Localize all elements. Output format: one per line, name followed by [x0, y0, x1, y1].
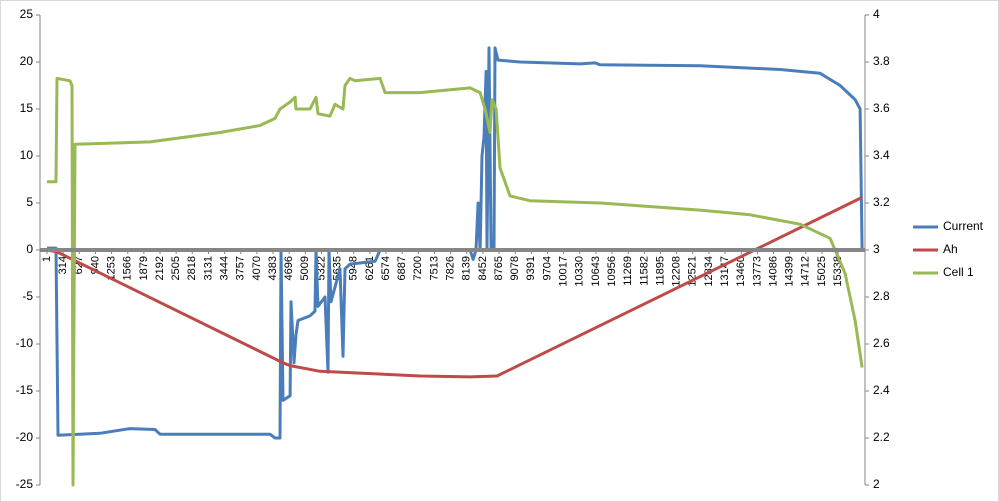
- y-tick-label: -5: [22, 289, 33, 303]
- y2-tick-label: 4: [873, 7, 880, 21]
- y-tick-label: -20: [16, 430, 34, 444]
- y-tick-label: -10: [16, 336, 34, 350]
- y-tick-label: 10: [20, 148, 34, 162]
- x-tick-label: 7826: [445, 256, 457, 280]
- x-tick-label: 12208: [671, 256, 683, 287]
- series-line: [47, 76, 864, 487]
- y2-tick-label: 3.8: [873, 54, 890, 68]
- x-tick-label: 5009: [299, 256, 311, 280]
- x-tick-label: 11582: [638, 256, 650, 286]
- x-tick-label: 2192: [154, 256, 166, 280]
- x-tick-label: 6574: [380, 256, 392, 280]
- x-tick-label: 11895: [654, 256, 666, 286]
- y2-tick-label: 3.2: [873, 195, 890, 209]
- x-tick-label: 14086: [767, 256, 779, 287]
- legend-label: Ah: [943, 242, 958, 256]
- x-tick-label: 4383: [267, 256, 279, 280]
- y2-tick-label: 2: [873, 477, 880, 491]
- x-tick-label: 3131: [202, 256, 214, 280]
- x-tick-label: 314: [57, 256, 69, 274]
- y-tick-label: 20: [20, 54, 34, 68]
- x-tick-label: 10017: [558, 256, 570, 287]
- x-tick-label: 2505: [170, 256, 182, 280]
- x-tick-label: 9078: [509, 256, 521, 280]
- y-tick-label: -25: [16, 477, 34, 491]
- x-tick-label: 6261: [364, 256, 376, 280]
- x-tick-label: 9704: [541, 256, 553, 280]
- x-tick-label: 15025: [816, 256, 828, 287]
- x-tick-label: 8139: [461, 256, 473, 280]
- x-tick-label: 3444: [219, 256, 231, 280]
- y2-tick-label: 3: [873, 242, 880, 256]
- y-tick-label: 5: [26, 195, 33, 209]
- series-line: [46, 196, 863, 379]
- x-tick-label: 13147: [719, 256, 731, 287]
- x-tick-label: 13460: [735, 256, 747, 287]
- y-tick-label: 25: [20, 7, 34, 21]
- x-tick-label: 13773: [751, 256, 763, 287]
- x-tick-label: 1253: [105, 256, 117, 280]
- x-tick-label: 7200: [412, 256, 424, 280]
- y2-tick-label: 2.8: [873, 289, 890, 303]
- y-tick-label: -15: [16, 383, 34, 397]
- x-tick-label: 10956: [606, 256, 618, 287]
- x-tick-label: 5322: [315, 256, 327, 280]
- x-tick-label: 1879: [138, 256, 150, 280]
- y2-tick-label: 2.4: [873, 383, 890, 397]
- x-tick-label: 11269: [622, 256, 634, 286]
- x-tick-label: 1566: [122, 256, 134, 280]
- y2-tick-label: 3.4: [873, 148, 890, 162]
- y2-tick-label: 2.6: [873, 336, 890, 350]
- x-tick-label: 3757: [235, 256, 247, 280]
- x-tick-label: 8765: [493, 256, 505, 280]
- x-tick-label: 5948: [348, 256, 360, 280]
- legend-label: Cell 1: [943, 265, 974, 279]
- y2-tick-label: 2.2: [873, 430, 890, 444]
- series-line: [47, 46, 864, 440]
- x-tick-label: 2818: [186, 256, 198, 280]
- x-tick-label: 14712: [800, 256, 812, 287]
- x-tick-label: 4070: [251, 256, 263, 280]
- x-tick-label: 10643: [590, 256, 602, 287]
- x-tick-label: 7513: [428, 256, 440, 280]
- x-tick-label: 14399: [784, 256, 796, 287]
- y2-tick-label: 3.6: [873, 101, 890, 115]
- y-tick-label: 15: [20, 101, 34, 115]
- x-tick-label: 8452: [477, 256, 489, 280]
- legend-label: Current: [943, 219, 984, 233]
- x-tick-label: 4696: [283, 256, 295, 280]
- x-tick-label: 9391: [525, 256, 537, 280]
- y-tick-label: 0: [26, 242, 33, 256]
- x-tick-label: 1: [41, 256, 53, 262]
- x-tick-label: 10330: [574, 256, 586, 287]
- x-tick-label: 6887: [396, 256, 408, 280]
